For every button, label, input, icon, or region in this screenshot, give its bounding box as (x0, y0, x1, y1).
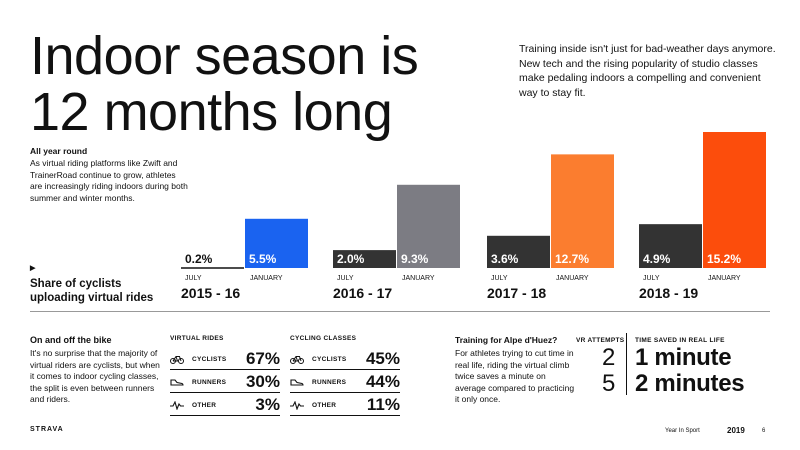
row-label: RUNNERS (192, 378, 227, 386)
bar-july (333, 250, 396, 268)
all-year-heading: All year round (30, 146, 88, 156)
table-row: CYCLISTS 67% (170, 349, 280, 370)
category-label: 2017 - 18 (487, 285, 546, 301)
title-line-2: 12 months long (30, 82, 393, 142)
row-value: 45% (365, 349, 400, 368)
chart-label-line-2: uploading virtual rides (30, 292, 154, 304)
virtual-rides-bar-chart: 0.2% 5.5% JULY JANUARY 2015 - 16 2.0% 9.3% JULY… (181, 132, 766, 301)
page-title: Indoor season is 12 months long (30, 26, 419, 142)
category-label: 2015 - 16 (181, 285, 240, 301)
row-value: 3% (255, 395, 280, 414)
footer-year: 2019 (727, 426, 745, 435)
table-row: CYCLISTS 45% (290, 349, 400, 370)
time-saved-value: 1 minute (635, 344, 732, 371)
data-label-july: 3.6% (491, 252, 519, 266)
data-label-january: 9.3% (401, 252, 429, 266)
tick-label-july: JULY (643, 275, 660, 282)
vr-attempts-value: 2 (602, 344, 616, 371)
time-saved-heading: TIME SAVED IN REAL LIFE (635, 337, 725, 344)
alpe-heading: Training for Alpe d'Huez? (455, 335, 558, 345)
intro-paragraph: Training inside isn't just for bad-weath… (519, 43, 776, 99)
row-label: OTHER (312, 401, 337, 409)
row-value: 67% (245, 349, 280, 368)
tick-label-july: JULY (337, 275, 354, 282)
on-off-body: It's no surprise that the majority of vi… (30, 348, 160, 404)
row-label: OTHER (192, 401, 217, 409)
virtual-rides-heading: VIRTUAL RIDES (170, 335, 224, 342)
category-label: 2016 - 17 (333, 285, 392, 301)
tick-label-july: JULY (491, 275, 508, 282)
bar-january (245, 218, 308, 268)
vr-attempts-value: 5 (602, 370, 616, 397)
tick-label-january: JANUARY (250, 275, 283, 282)
bar-july (487, 235, 550, 268)
data-label-july: 2.0% (337, 252, 365, 266)
row-label: CYCLISTS (192, 355, 227, 363)
time-saved-value: 2 minutes (635, 370, 745, 397)
page-number: 6 (762, 428, 766, 434)
row-value: 30% (245, 372, 280, 391)
data-label-january: 15.2% (707, 252, 741, 266)
pulse-icon (290, 400, 304, 410)
triangle-icon: ▶ (30, 265, 36, 272)
title-line-1: Indoor season is (30, 26, 419, 86)
bicycle-icon (170, 355, 184, 364)
data-label-january: 12.7% (555, 252, 589, 266)
bicycle-icon (290, 355, 304, 364)
bar-july (181, 266, 244, 268)
category-label: 2018 - 19 (639, 285, 698, 301)
row-value: 11% (366, 395, 400, 414)
table-row: OTHER 3% (170, 395, 280, 416)
chart-label-line-1: Share of cyclists (30, 278, 122, 290)
row-label: CYCLISTS (312, 355, 347, 363)
footer-text: Year In Sport (665, 428, 700, 434)
bar-january (397, 184, 460, 268)
bar-january (703, 132, 766, 268)
tick-label-january: JANUARY (556, 275, 589, 282)
all-year-body: As virtual riding platforms like Zwift a… (30, 158, 188, 203)
data-label-july: 0.2% (185, 252, 213, 266)
virtual-rides-table: VIRTUAL RIDES CYCLISTS 67% RUNNERS 30% O… (170, 335, 280, 418)
tick-label-january: JANUARY (402, 275, 435, 282)
alpe-body: For athletes trying to cut time in real … (455, 348, 575, 404)
table-row: OTHER 11% (290, 395, 400, 416)
column-divider (626, 333, 627, 395)
shoe-icon (290, 378, 304, 386)
table-row: RUNNERS 44% (290, 372, 400, 393)
section-divider (30, 311, 770, 312)
tick-label-january: JANUARY (708, 275, 741, 282)
bar-july (639, 224, 702, 268)
tick-label-july: JULY (185, 275, 202, 282)
data-label-january: 5.5% (249, 252, 277, 266)
on-off-heading: On and off the bike (30, 335, 112, 345)
row-label: RUNNERS (312, 378, 347, 386)
vr-attempts-heading: VR ATTEMPTS (576, 337, 625, 344)
bar-january (551, 154, 614, 268)
cycling-classes-heading: CYCLING CLASSES (290, 335, 357, 342)
table-row: RUNNERS 30% (170, 372, 280, 393)
strava-logo: STRAVA (30, 426, 64, 433)
pulse-icon (170, 400, 184, 410)
cycling-classes-table: CYCLING CLASSES CYCLISTS 45% RUNNERS 44%… (290, 335, 400, 418)
chart-label: ▶ Share of cyclists uploading virtual ri… (30, 265, 153, 305)
row-value: 44% (365, 372, 400, 391)
shoe-icon (170, 378, 184, 386)
data-label-july: 4.9% (643, 252, 671, 266)
